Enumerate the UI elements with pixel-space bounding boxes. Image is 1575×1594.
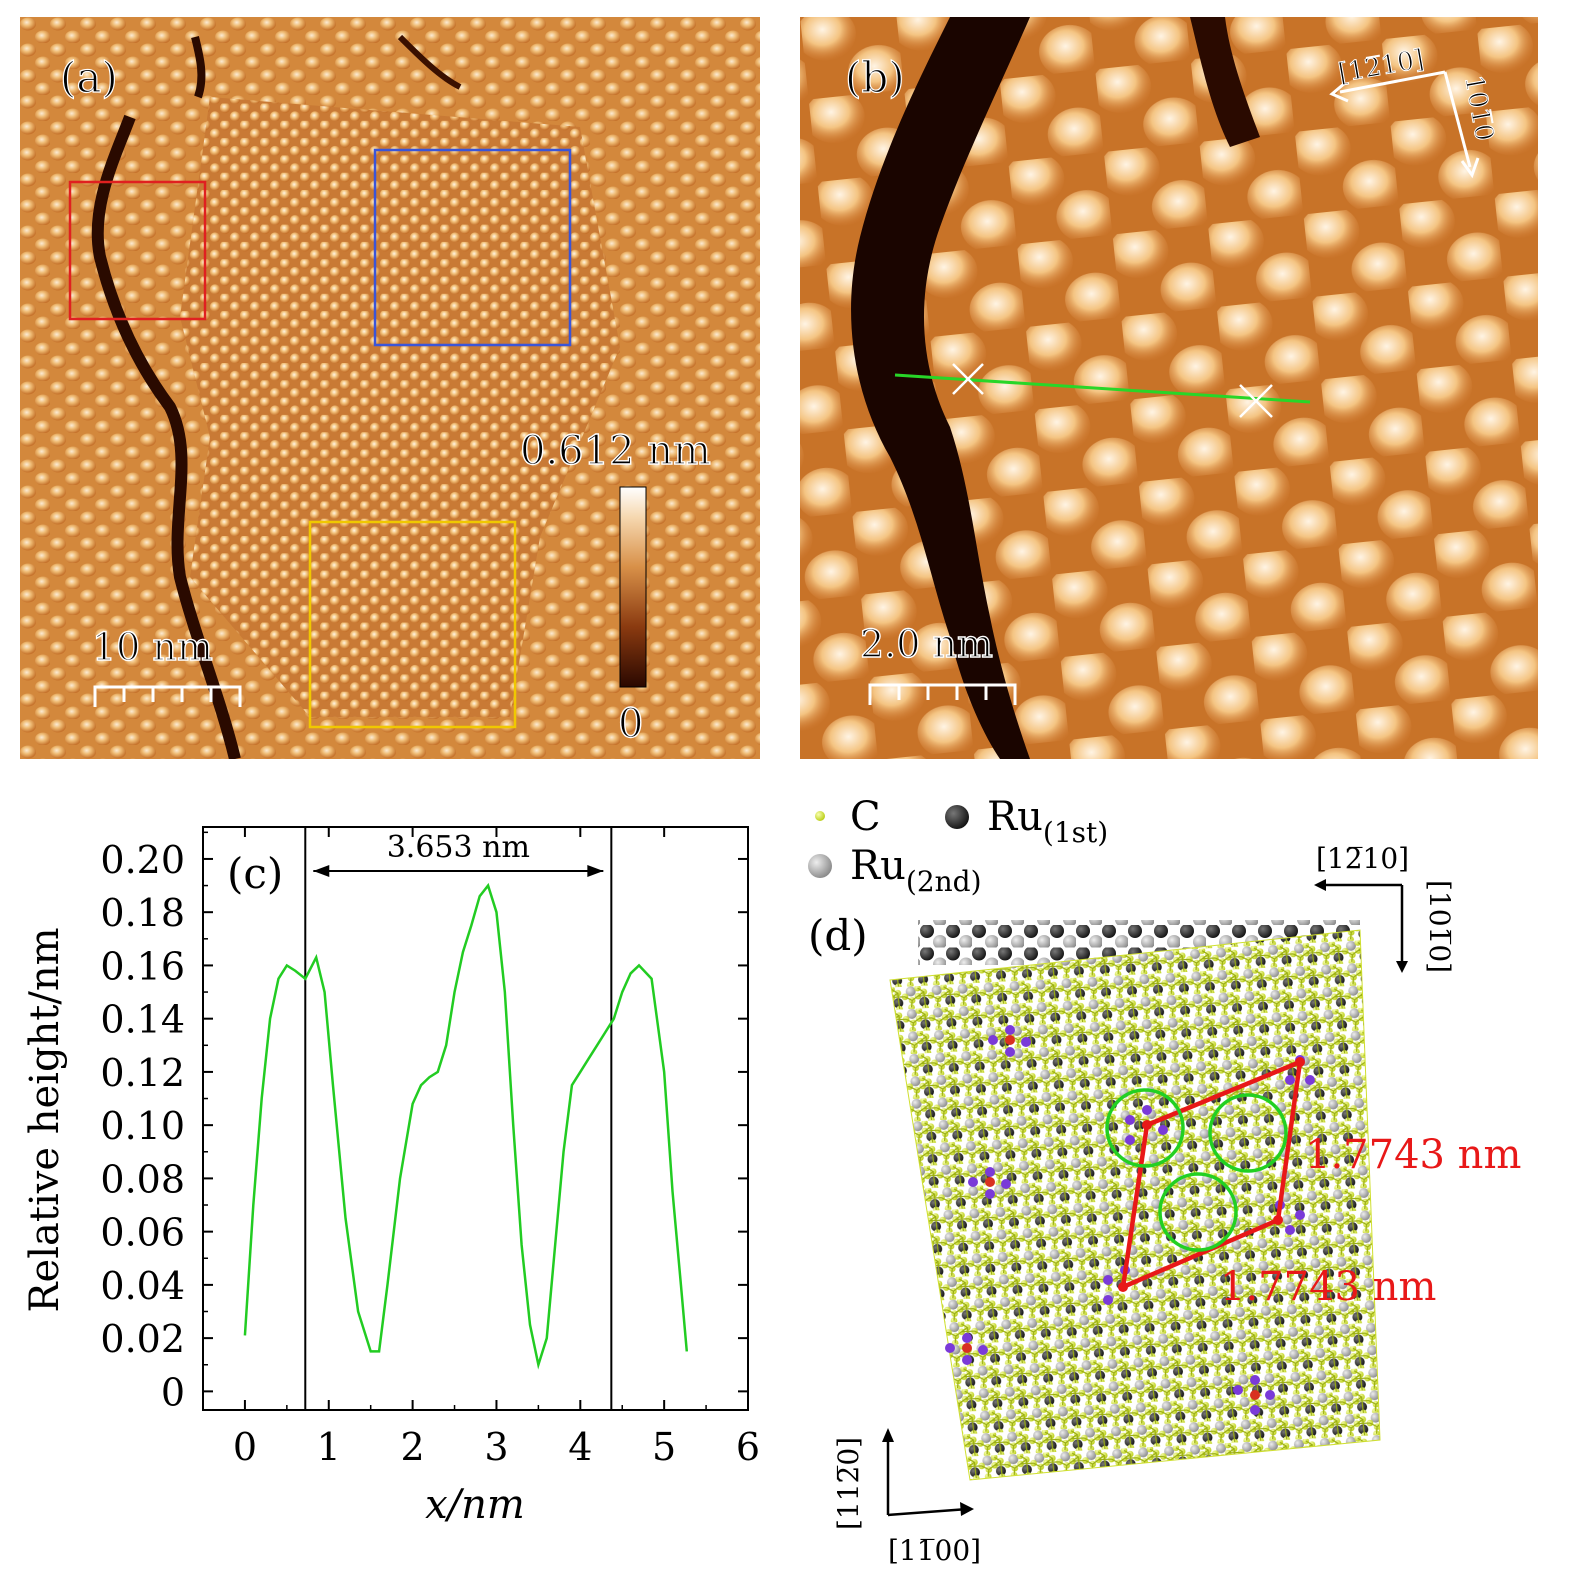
panel-a-colorbar-max: 0.612 nm <box>520 428 711 474</box>
panel-b-dark-feature <box>1190 17 1260 147</box>
x-tick-label: 0 <box>233 1425 257 1469</box>
panel-b-marker-left <box>952 363 984 395</box>
y-tick-label: 0.10 <box>100 1104 185 1148</box>
panel-d-circle-3 <box>1158 1172 1238 1252</box>
panel-b-step-edge <box>851 17 1030 759</box>
panel-d-arrows-bottom <box>886 1433 969 1517</box>
panel-b-direction-2: 101̅0 <box>1458 73 1499 143</box>
y-tick-label: 0.12 <box>100 1051 185 1095</box>
panel-d-arrow-down-head <box>1396 961 1408 973</box>
x-tick-label: 6 <box>736 1425 760 1469</box>
panel-b-stm-zoom: (b) 2.0 nm [12̅10] 101̅0 <box>800 17 1538 759</box>
legend-carbon-label: C <box>850 794 881 840</box>
panel-d-dimension-2: 1.7743 nm <box>1220 1264 1436 1310</box>
chart-vertical-lines <box>304 827 613 1410</box>
y-tick-label: 0 <box>161 1370 185 1414</box>
y-tick-label: 0.02 <box>100 1317 185 1361</box>
panel-b-label: (b) <box>845 53 905 102</box>
panel-d-arrow-up-head <box>882 1428 894 1442</box>
panel-b-svg: (b) 2.0 nm [12̅10] 101̅0 <box>800 17 1538 759</box>
panel-a-blue-box <box>373 148 572 347</box>
y-tick-label: 0.16 <box>100 944 185 988</box>
panel-a-fine-lattice <box>180 97 620 717</box>
panel-d-svg: C Ru(1st) Ru(2nd) (d) [12̅10] [101̅0] [1… <box>808 794 1521 1567</box>
panel-a-step-edge-right <box>397 34 462 90</box>
y-tick-label: 0.18 <box>100 891 185 935</box>
panel-d-arrow-right-head <box>960 1502 974 1516</box>
x-tick-label: 3 <box>484 1425 508 1469</box>
panel-d-dir-bottom-h: [11̅00] <box>888 1534 981 1567</box>
panel-a-label: (a) <box>60 53 118 102</box>
panel-b-marker-right <box>1239 384 1273 418</box>
panel-a-colorbar-min: 0 <box>618 701 643 747</box>
y-tick-label: 0.20 <box>100 838 185 882</box>
chart-x-axis-label: x/nm <box>425 1482 525 1528</box>
panel-d-circles <box>1105 1088 1288 1252</box>
y-tick-label: 0.08 <box>100 1157 185 1201</box>
panel-d-circle-1 <box>1105 1088 1185 1168</box>
panel-b-profile-line <box>894 373 1311 404</box>
chart-annotation-arrow <box>313 865 604 877</box>
chart-annotation-label: 3.653 nm <box>387 830 530 865</box>
panel-a-scale-bar <box>93 685 242 707</box>
panel-d-unit-cell-vertices <box>1118 1057 1305 1292</box>
panel-a-step-edge <box>91 114 241 759</box>
panel-a-step-edge-top <box>191 36 206 99</box>
panel-a-colorbar <box>619 486 647 688</box>
panel-a-red-box <box>68 180 207 321</box>
x-tick-label: 2 <box>401 1425 425 1469</box>
panel-c-chart: 0 1 2 3 4 5 6 0 0.02 0.04 0.06 0.08 0.10 0.12 0.14 0.16… <box>22 826 760 1528</box>
panel-d-circle-2 <box>1208 1093 1288 1173</box>
panel-b-direction-arrows <box>1329 70 1480 179</box>
y-tick-label: 0.06 <box>100 1211 185 1255</box>
panel-d-dimension-1: 1.7743 nm <box>1305 1132 1521 1178</box>
panel-c-label: (c) <box>227 849 283 898</box>
chart-y-axis-label: Relative height/nm <box>22 927 68 1312</box>
panel-a-yellow-box <box>308 520 517 729</box>
panel-d-atomic-model: C Ru(1st) Ru(2nd) (d) [12̅10] [101̅0] [1… <box>790 790 1570 1590</box>
panel-d-dir-top-v: [101̅0] <box>1423 880 1456 973</box>
x-tick-label: 5 <box>652 1425 676 1469</box>
legend-ru-first-icon <box>945 805 969 829</box>
panel-a-scale-bar-label: 10 nm <box>92 625 213 669</box>
x-tick-label: 1 <box>317 1425 341 1469</box>
panel-a-stm-image: (a) 10 nm 0.612 nm 0 <box>20 17 760 759</box>
panel-d-arrows-top <box>1322 883 1404 965</box>
legend-carbon-icon <box>815 811 825 821</box>
legend-ru-first-label: Ru(1st) <box>987 794 1108 849</box>
panel-d-label: (d) <box>808 911 868 960</box>
chart-plot-frame <box>202 826 749 1411</box>
legend-ru-second-icon <box>808 854 832 878</box>
panel-b-scale-bar-label: 2.0 nm <box>860 622 993 666</box>
x-tick-label: 4 <box>568 1425 592 1469</box>
panel-b-scale-bar <box>868 683 1017 705</box>
panel-d-dir-bottom-v: [112̅0] <box>832 1437 865 1530</box>
chart-ticks: 0 1 2 3 4 5 6 0 0.02 0.04 0.06 0.08 0.10 0.12 0.14 0.16… <box>100 827 760 1469</box>
chart-series-line <box>243 882 689 1370</box>
y-tick-label: 0.14 <box>100 998 185 1042</box>
y-tick-label: 0.04 <box>100 1264 185 1308</box>
legend-ru-second-label: Ru(2nd) <box>850 843 982 898</box>
panel-a-svg: (a) 10 nm 0.612 nm 0 <box>20 17 760 759</box>
panel-d-dir-top-h: [12̅10] <box>1316 842 1409 875</box>
panel-d-arrow-left-head <box>1314 879 1326 891</box>
panel-c-height-profile: 0 1 2 3 4 5 6 0 0.02 0.04 0.06 0.08 0.10 0.12 0.14 0.16… <box>0 790 780 1590</box>
